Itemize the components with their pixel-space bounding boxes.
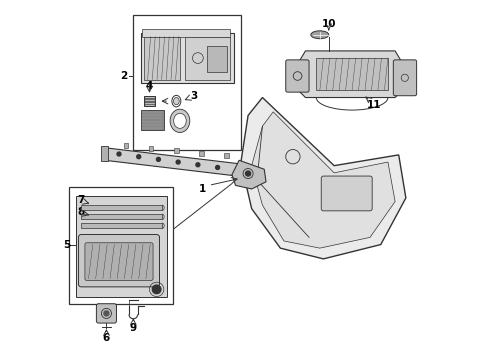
Text: 3: 3 bbox=[190, 91, 198, 101]
Circle shape bbox=[156, 157, 160, 161]
Circle shape bbox=[215, 166, 219, 170]
Polygon shape bbox=[140, 33, 233, 83]
Bar bbox=[140, 110, 163, 130]
Circle shape bbox=[152, 285, 161, 294]
FancyBboxPatch shape bbox=[96, 304, 116, 323]
Polygon shape bbox=[231, 160, 265, 189]
FancyBboxPatch shape bbox=[392, 60, 416, 96]
Text: 4: 4 bbox=[145, 81, 153, 91]
Bar bbox=[144, 96, 155, 107]
Ellipse shape bbox=[173, 98, 179, 105]
Polygon shape bbox=[144, 37, 180, 80]
Bar bbox=[199, 150, 203, 156]
Bar bbox=[81, 205, 162, 211]
Ellipse shape bbox=[171, 95, 181, 107]
Circle shape bbox=[196, 163, 200, 167]
FancyBboxPatch shape bbox=[85, 243, 153, 280]
Ellipse shape bbox=[173, 113, 186, 129]
Bar bbox=[124, 143, 128, 148]
Text: 7: 7 bbox=[78, 195, 85, 205]
Polygon shape bbox=[185, 37, 230, 80]
Bar bbox=[224, 153, 228, 158]
Circle shape bbox=[104, 311, 109, 316]
Polygon shape bbox=[316, 58, 387, 90]
Bar bbox=[69, 187, 172, 304]
Polygon shape bbox=[251, 112, 394, 248]
Bar bbox=[101, 146, 107, 161]
Circle shape bbox=[176, 160, 180, 164]
Bar bbox=[133, 15, 241, 149]
Polygon shape bbox=[241, 98, 405, 259]
Text: 2: 2 bbox=[120, 71, 127, 81]
Polygon shape bbox=[294, 51, 405, 98]
Ellipse shape bbox=[310, 31, 328, 39]
Bar bbox=[142, 30, 230, 37]
FancyBboxPatch shape bbox=[78, 234, 159, 287]
Text: 8: 8 bbox=[78, 207, 85, 217]
Circle shape bbox=[117, 152, 121, 156]
Polygon shape bbox=[104, 148, 255, 178]
Circle shape bbox=[137, 155, 141, 159]
Text: 6: 6 bbox=[102, 333, 110, 343]
Bar bbox=[81, 223, 162, 228]
Bar bbox=[174, 148, 178, 153]
Text: 10: 10 bbox=[321, 19, 335, 29]
Bar bbox=[81, 214, 162, 220]
Bar bbox=[206, 45, 226, 72]
Text: 11: 11 bbox=[366, 100, 380, 110]
Circle shape bbox=[245, 171, 250, 176]
Text: 9: 9 bbox=[129, 323, 137, 333]
FancyBboxPatch shape bbox=[285, 60, 308, 92]
FancyBboxPatch shape bbox=[321, 176, 371, 211]
Text: 5: 5 bbox=[63, 239, 70, 249]
Bar bbox=[149, 145, 153, 151]
Text: 1: 1 bbox=[198, 184, 205, 194]
Polygon shape bbox=[76, 196, 167, 297]
Ellipse shape bbox=[170, 109, 189, 132]
